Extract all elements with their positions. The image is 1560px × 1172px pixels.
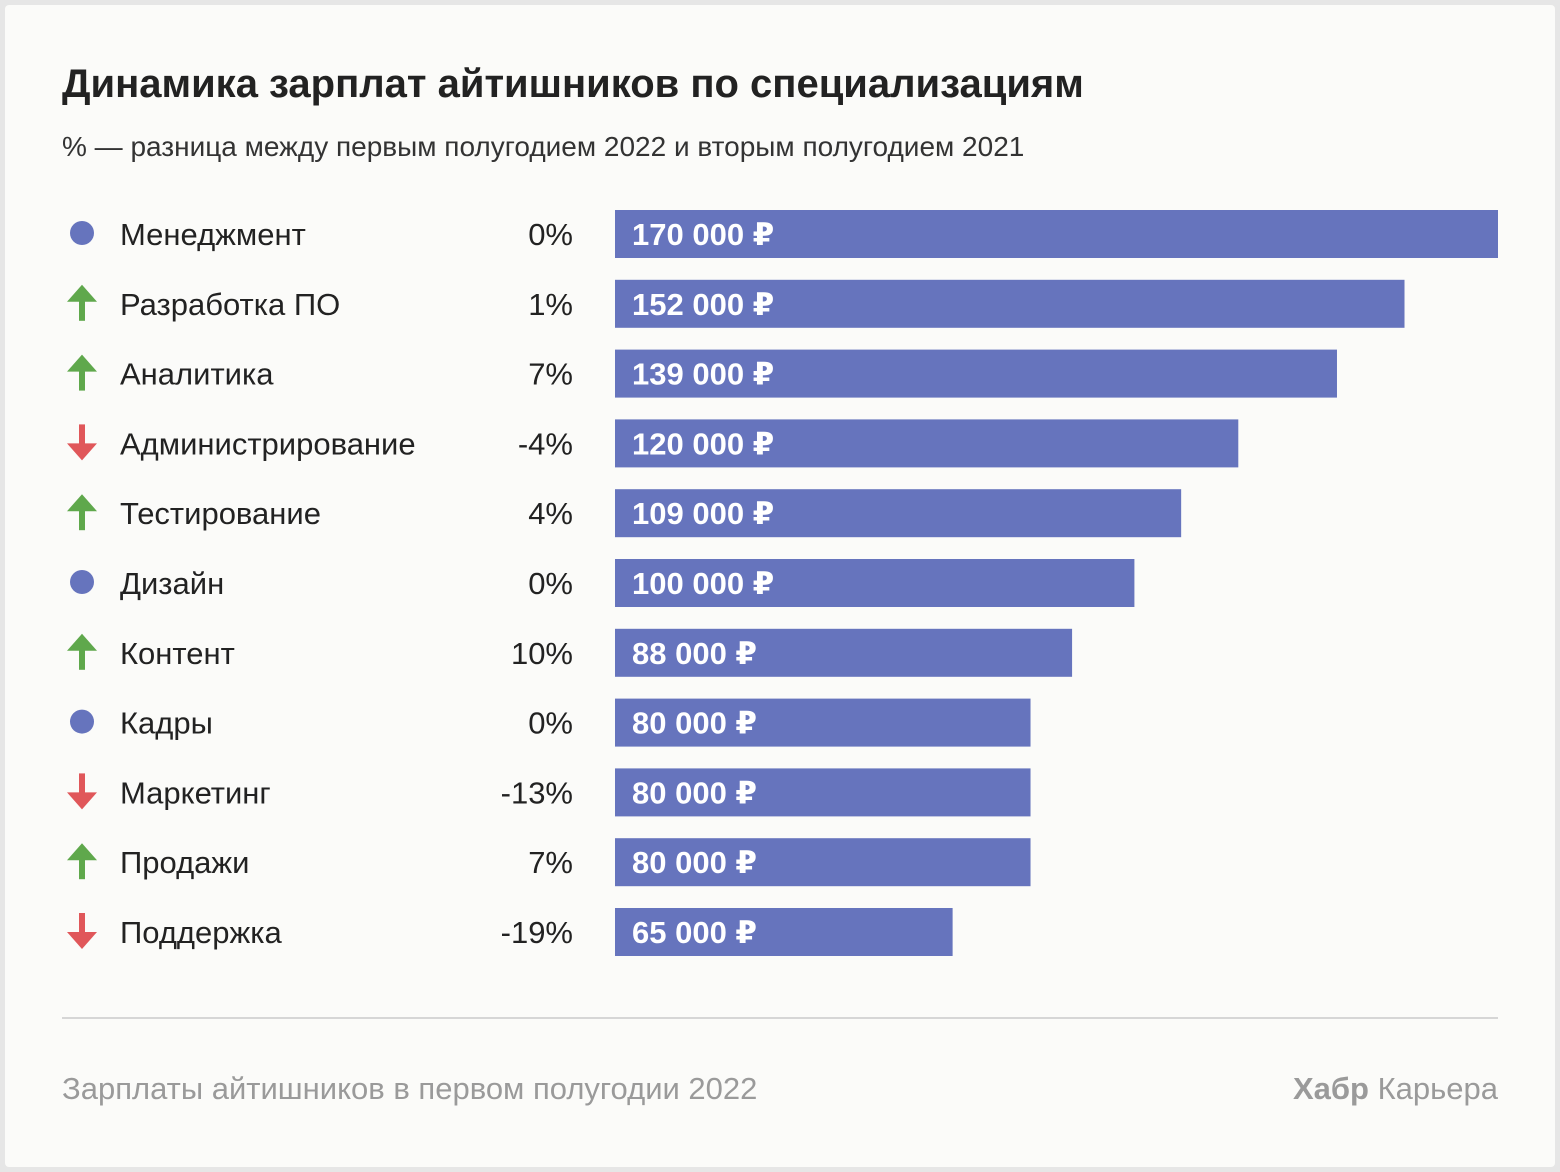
salary-bar bbox=[615, 349, 1337, 398]
salary-value-label: 100 000 ₽ bbox=[632, 566, 774, 601]
change-percent-label: 0% bbox=[528, 217, 573, 252]
change-percent-label: 0% bbox=[528, 706, 573, 741]
salary-bar bbox=[615, 768, 1031, 817]
change-percent-label: 1% bbox=[528, 287, 573, 322]
salary-bar bbox=[615, 279, 1405, 328]
salary-value-label: 80 000 ₽ bbox=[632, 706, 757, 741]
salary-value-label: 80 000 ₽ bbox=[632, 845, 757, 880]
arrow-down-stem bbox=[79, 913, 85, 936]
arrow-down-head bbox=[67, 443, 97, 461]
arrow-down-head bbox=[67, 932, 97, 949]
salary-bar bbox=[615, 698, 1031, 747]
arrow-up-icon bbox=[67, 633, 97, 670]
category-label: Поддержка bbox=[120, 915, 282, 950]
salary-value-label: 65 000 ₽ bbox=[632, 915, 757, 950]
salary-bar bbox=[615, 628, 1073, 677]
salary-bar bbox=[615, 908, 953, 956]
change-percent-label: 7% bbox=[528, 357, 573, 392]
salary-value-label: 88 000 ₽ bbox=[632, 636, 757, 671]
arrow-down-icon bbox=[67, 913, 97, 949]
source-caption: Зарплаты айтишников в первом полугодии 2… bbox=[62, 1071, 758, 1106]
arrow-up-icon bbox=[67, 354, 97, 391]
category-label: Дизайн bbox=[120, 566, 224, 601]
salary-bar bbox=[615, 210, 1498, 258]
salary-bar bbox=[615, 838, 1031, 887]
category-label: Тестирование bbox=[120, 496, 321, 531]
arrow-up-stem bbox=[79, 507, 85, 531]
no-change-dot-icon bbox=[70, 221, 94, 245]
salary-value-label: 152 000 ₽ bbox=[632, 287, 774, 322]
arrow-up-icon bbox=[67, 494, 97, 531]
salary-value-label: 139 000 ₽ bbox=[632, 357, 774, 392]
arrow-down-icon bbox=[67, 773, 97, 810]
salary-value-label: 80 000 ₽ bbox=[632, 775, 757, 810]
category-label: Маркетинг bbox=[120, 775, 271, 810]
category-label: Аналитика bbox=[120, 357, 274, 392]
no-change-dot-icon bbox=[70, 709, 94, 734]
arrow-up-stem bbox=[79, 367, 85, 391]
change-percent-label: -4% bbox=[518, 426, 573, 461]
category-label: Администрирование bbox=[120, 426, 416, 461]
arrow-up-head bbox=[67, 354, 97, 372]
change-percent-label: 10% bbox=[511, 636, 573, 671]
arrow-down-stem bbox=[79, 424, 85, 448]
salary-value-label: 120 000 ₽ bbox=[632, 426, 774, 461]
salary-bar bbox=[615, 559, 1135, 607]
category-label: Контент bbox=[120, 636, 235, 671]
change-percent-label: 4% bbox=[528, 496, 573, 531]
salary-value-label: 170 000 ₽ bbox=[632, 217, 774, 252]
change-percent-label: -19% bbox=[501, 915, 573, 950]
arrow-up-icon bbox=[67, 843, 97, 880]
category-label: Разработка ПО bbox=[120, 287, 340, 322]
change-percent-label: 0% bbox=[528, 566, 573, 601]
arrow-up-head bbox=[67, 284, 97, 302]
arrow-up-stem bbox=[79, 297, 85, 321]
change-percent-label: -13% bbox=[501, 775, 573, 810]
category-label: Менеджмент bbox=[120, 217, 306, 252]
arrow-up-stem bbox=[79, 856, 85, 880]
arrow-down-icon bbox=[67, 424, 97, 461]
salary-value-label: 109 000 ₽ bbox=[632, 496, 774, 531]
no-change-dot-icon bbox=[70, 570, 94, 594]
arrow-up-head bbox=[67, 633, 97, 651]
footer-divider bbox=[62, 1017, 1498, 1019]
arrow-up-head bbox=[67, 843, 97, 861]
chart-subtitle: % — разница между первым полугодием 2022… bbox=[62, 131, 1025, 162]
category-label: Кадры bbox=[120, 706, 213, 741]
category-label: Продажи bbox=[120, 845, 249, 880]
arrow-up-icon bbox=[67, 284, 97, 321]
brand-logo: Хабр Карьера bbox=[1293, 1071, 1498, 1107]
salary-bar bbox=[615, 489, 1182, 538]
chart-title: Динамика зарплат айтишников по специализ… bbox=[62, 62, 1084, 106]
salary-bar bbox=[615, 419, 1239, 468]
brand-name-rest: Карьера bbox=[1368, 1071, 1498, 1106]
brand-name-bold: Хабр bbox=[1292, 1071, 1369, 1106]
arrow-up-stem bbox=[79, 646, 85, 670]
arrow-up-head bbox=[67, 494, 97, 512]
change-percent-label: 7% bbox=[528, 845, 573, 880]
arrow-down-stem bbox=[79, 773, 85, 797]
arrow-down-head bbox=[67, 792, 97, 810]
